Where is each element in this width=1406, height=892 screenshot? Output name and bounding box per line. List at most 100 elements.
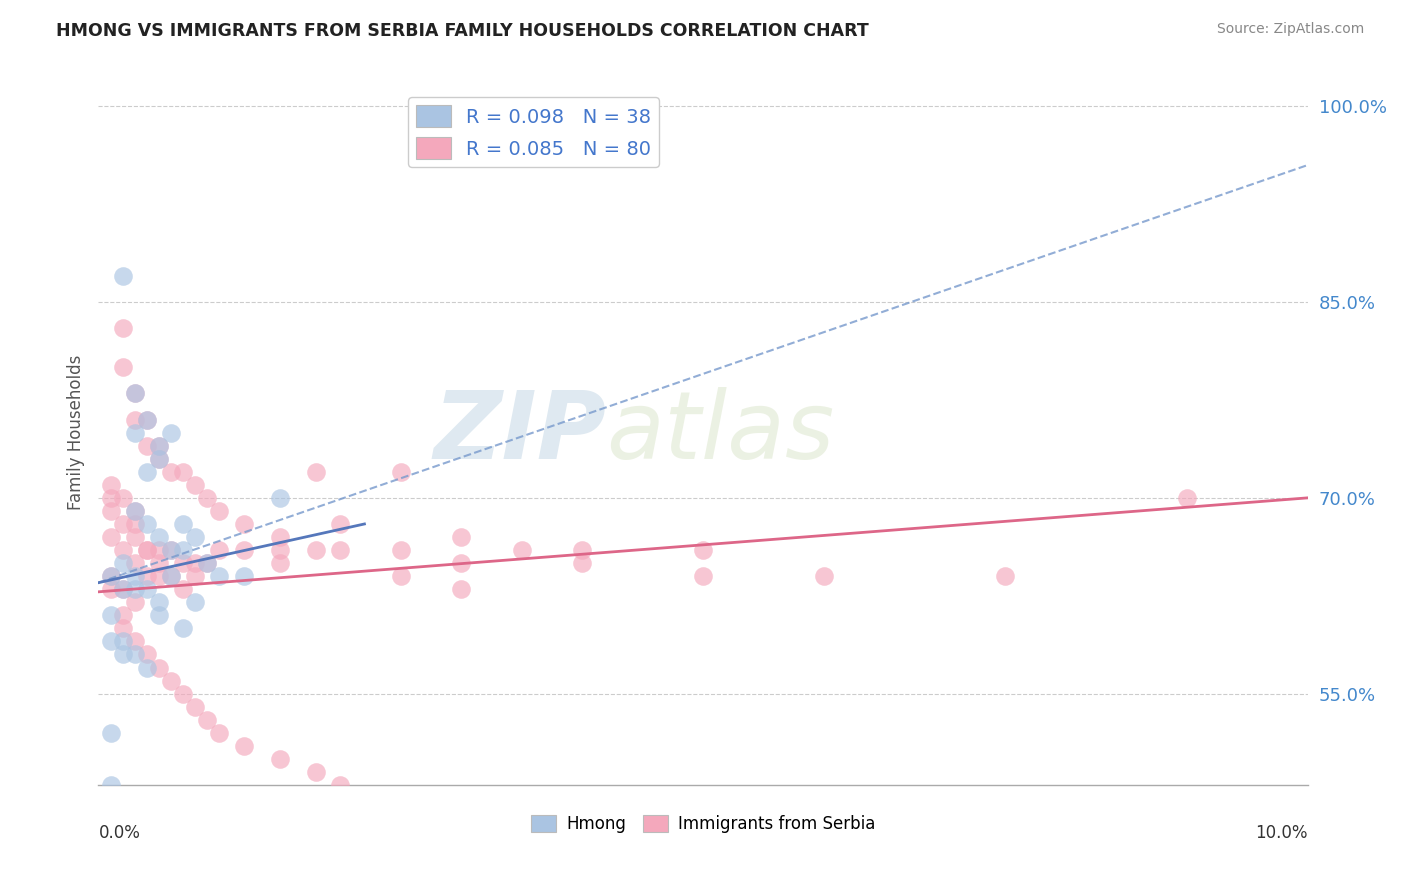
Point xyxy=(269,556,291,570)
Point xyxy=(269,543,291,558)
Point xyxy=(329,778,352,792)
Point xyxy=(208,569,231,583)
Point xyxy=(124,504,146,518)
Point xyxy=(111,582,134,597)
Point xyxy=(124,569,146,583)
Point xyxy=(124,530,146,544)
Point xyxy=(389,791,412,805)
Point xyxy=(124,504,146,518)
Point xyxy=(813,569,835,583)
Point xyxy=(208,543,231,558)
Point xyxy=(111,268,134,283)
Point xyxy=(135,660,157,674)
Point xyxy=(172,543,194,558)
Point xyxy=(148,439,170,453)
Point xyxy=(184,595,207,609)
Point xyxy=(124,648,146,662)
Point xyxy=(148,451,170,466)
Point xyxy=(100,530,122,544)
Point xyxy=(389,465,412,479)
Point xyxy=(389,543,412,558)
Point xyxy=(160,543,183,558)
Point xyxy=(232,543,254,558)
Point xyxy=(329,516,352,531)
Point xyxy=(160,569,183,583)
Point xyxy=(100,504,122,518)
Point xyxy=(172,687,194,701)
Point xyxy=(111,556,134,570)
Point xyxy=(305,543,328,558)
Point xyxy=(111,321,134,335)
Point xyxy=(100,582,122,597)
Point xyxy=(111,582,134,597)
Point xyxy=(148,439,170,453)
Point xyxy=(124,425,146,440)
Point xyxy=(232,739,254,753)
Point xyxy=(111,621,134,635)
Point xyxy=(148,569,170,583)
Point xyxy=(135,648,157,662)
Point xyxy=(195,556,218,570)
Y-axis label: Family Households: Family Households xyxy=(66,355,84,510)
Point xyxy=(135,465,157,479)
Point xyxy=(329,543,352,558)
Point xyxy=(571,543,593,558)
Point xyxy=(100,569,122,583)
Point xyxy=(232,516,254,531)
Point xyxy=(100,634,122,648)
Point xyxy=(571,556,593,570)
Point xyxy=(208,725,231,739)
Point xyxy=(195,491,218,505)
Point xyxy=(124,386,146,401)
Point xyxy=(172,582,194,597)
Point xyxy=(135,543,157,558)
Point xyxy=(135,582,157,597)
Text: HMONG VS IMMIGRANTS FROM SERBIA FAMILY HOUSEHOLDS CORRELATION CHART: HMONG VS IMMIGRANTS FROM SERBIA FAMILY H… xyxy=(56,22,869,40)
Point xyxy=(994,569,1017,583)
Point xyxy=(269,491,291,505)
Point xyxy=(135,412,157,426)
Point xyxy=(160,425,183,440)
Point xyxy=(208,504,231,518)
Point xyxy=(135,516,157,531)
Point xyxy=(135,412,157,426)
Point xyxy=(184,478,207,492)
Point xyxy=(232,569,254,583)
Text: 10.0%: 10.0% xyxy=(1256,823,1308,842)
Point xyxy=(184,556,207,570)
Point xyxy=(692,569,714,583)
Point xyxy=(172,621,194,635)
Point xyxy=(269,530,291,544)
Point xyxy=(100,725,122,739)
Point xyxy=(100,778,122,792)
Point xyxy=(148,660,170,674)
Text: ZIP: ZIP xyxy=(433,386,606,479)
Point xyxy=(111,608,134,623)
Point xyxy=(389,569,412,583)
Point xyxy=(184,530,207,544)
Point xyxy=(692,543,714,558)
Point xyxy=(195,556,218,570)
Point xyxy=(450,530,472,544)
Point xyxy=(100,478,122,492)
Point xyxy=(269,752,291,766)
Point xyxy=(100,608,122,623)
Point xyxy=(124,516,146,531)
Point xyxy=(100,569,122,583)
Point xyxy=(124,386,146,401)
Point xyxy=(305,764,328,779)
Point xyxy=(148,543,170,558)
Point xyxy=(184,699,207,714)
Point xyxy=(111,648,134,662)
Point xyxy=(111,516,134,531)
Point xyxy=(100,491,122,505)
Point xyxy=(124,556,146,570)
Point xyxy=(450,582,472,597)
Point xyxy=(111,491,134,505)
Point xyxy=(172,465,194,479)
Point xyxy=(135,439,157,453)
Point xyxy=(160,569,183,583)
Point xyxy=(148,595,170,609)
Point xyxy=(1175,491,1198,505)
Point xyxy=(124,582,146,597)
